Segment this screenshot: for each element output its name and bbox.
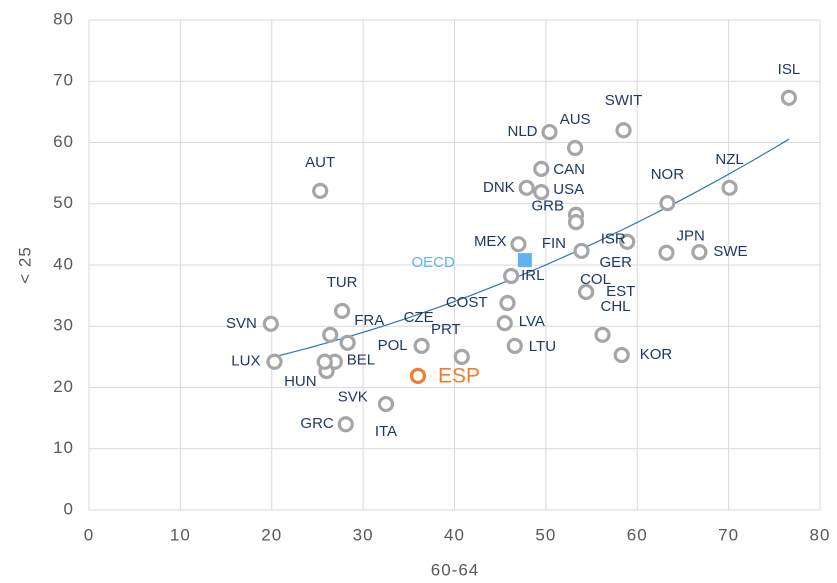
- point-label: EST: [606, 283, 635, 300]
- point-label: NOR: [651, 166, 685, 183]
- point-label: CAN: [553, 161, 585, 178]
- point: [533, 184, 550, 201]
- y-axis-title: < 25: [15, 246, 34, 284]
- point-label: CHL: [601, 298, 631, 315]
- y-tick-label: 70: [53, 71, 74, 90]
- point: [780, 89, 798, 106]
- point-label: ESP: [438, 364, 480, 387]
- y-tick-label: 30: [53, 316, 74, 335]
- x-tick-label: 30: [353, 525, 374, 544]
- point-label: CZE: [404, 309, 434, 326]
- point: [577, 283, 595, 301]
- y-tick-label: 50: [53, 193, 74, 212]
- point: [619, 233, 636, 250]
- point: [594, 326, 611, 343]
- point: [533, 160, 550, 177]
- point: [316, 353, 333, 370]
- point-label: AUT: [305, 154, 335, 171]
- point-label: NLD: [508, 123, 538, 140]
- point-label: COL: [580, 271, 611, 288]
- point-label: GRC: [300, 415, 334, 432]
- point: [691, 244, 708, 261]
- point-label: ISR: [601, 231, 626, 248]
- y-tick-label: 10: [53, 438, 74, 457]
- point-label: DNK: [483, 179, 515, 196]
- point: [659, 195, 676, 212]
- point: [567, 139, 584, 157]
- y-tick-label: 0: [64, 499, 74, 518]
- point: [409, 367, 427, 384]
- point-label: LTU: [529, 338, 556, 355]
- point-label: OECD: [412, 254, 456, 271]
- point: [506, 337, 523, 354]
- point: [615, 122, 632, 139]
- point: [266, 353, 283, 370]
- point-label: FRA: [354, 312, 384, 329]
- point: [262, 315, 279, 332]
- x-tick-label: 60: [627, 525, 648, 544]
- point: [499, 294, 516, 312]
- x-tick-label: 10: [170, 525, 191, 544]
- point: [377, 395, 395, 413]
- point-label: GRB: [532, 198, 565, 215]
- point-label: HUN: [284, 373, 317, 390]
- point: [322, 326, 339, 343]
- point: [503, 267, 520, 285]
- point: [312, 182, 329, 199]
- point-label: SWIT: [605, 92, 643, 109]
- x-tick-label: 20: [261, 525, 282, 544]
- point: [339, 334, 356, 351]
- point-label: ISL: [778, 61, 801, 78]
- point-label: GER: [600, 254, 633, 271]
- point-label: COST: [446, 294, 488, 311]
- point-label: KOR: [640, 346, 673, 363]
- point-label: FIN: [542, 235, 566, 252]
- x-tick-label: 0: [84, 525, 94, 544]
- point-label: SWE: [713, 243, 747, 260]
- point: [541, 123, 558, 141]
- x-tick-label: 40: [444, 525, 465, 544]
- point-label: SVK: [338, 389, 368, 406]
- point: [510, 236, 527, 253]
- point: [518, 179, 535, 196]
- x-axis-title: 60-64: [431, 560, 479, 579]
- point-label: TUR: [327, 274, 358, 291]
- point-label: PRT: [431, 321, 461, 338]
- point: [413, 337, 430, 354]
- x-tick-label: 50: [535, 525, 556, 544]
- point-label: LUX: [231, 353, 260, 370]
- y-tick-label: 20: [53, 377, 74, 396]
- point-label: NZL: [715, 151, 743, 168]
- point-label: LVA: [519, 313, 545, 330]
- point-label: USA: [553, 181, 584, 198]
- point: [573, 242, 590, 260]
- point: [453, 348, 470, 365]
- point-label: JPN: [676, 228, 704, 245]
- point: [567, 214, 585, 231]
- point: [658, 244, 675, 261]
- point-label: MEX: [474, 233, 507, 250]
- point-label: IRL: [521, 267, 544, 284]
- y-tick-label: 80: [53, 9, 74, 28]
- point-label: SVN: [226, 315, 257, 332]
- trendline: [270, 138, 790, 359]
- point: [337, 416, 354, 433]
- point: [613, 346, 630, 364]
- point: [496, 315, 513, 332]
- point: [334, 302, 351, 320]
- x-tick-label: 70: [718, 525, 739, 544]
- point-label: AUS: [560, 111, 591, 128]
- point-label: POL: [378, 337, 408, 354]
- x-tick-label: 80: [810, 525, 831, 544]
- point-label: ITA: [375, 423, 397, 440]
- point: [517, 253, 532, 268]
- y-tick-label: 40: [53, 254, 74, 273]
- y-tick-label: 60: [53, 132, 74, 151]
- point: [721, 179, 738, 196]
- point-label: BEL: [347, 352, 375, 369]
